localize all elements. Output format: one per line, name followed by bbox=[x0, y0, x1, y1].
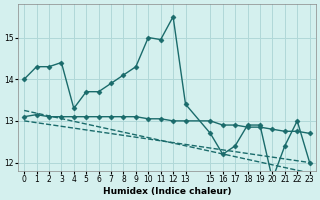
X-axis label: Humidex (Indice chaleur): Humidex (Indice chaleur) bbox=[103, 187, 231, 196]
